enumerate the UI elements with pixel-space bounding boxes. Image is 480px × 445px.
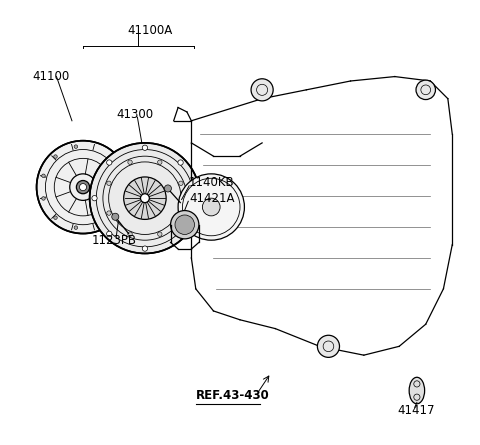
- Circle shape: [128, 160, 132, 165]
- Circle shape: [157, 160, 162, 165]
- Circle shape: [170, 210, 199, 239]
- Text: 41417: 41417: [397, 404, 434, 417]
- Circle shape: [128, 232, 132, 236]
- Circle shape: [142, 145, 147, 150]
- Circle shape: [179, 211, 183, 215]
- Text: 41100A: 41100A: [127, 24, 172, 36]
- Circle shape: [42, 197, 45, 200]
- Text: 41100: 41100: [32, 70, 70, 83]
- Circle shape: [42, 174, 45, 178]
- Circle shape: [179, 181, 183, 186]
- Text: 1140KB: 1140KB: [189, 176, 235, 189]
- Circle shape: [175, 215, 194, 235]
- Circle shape: [107, 160, 112, 165]
- Text: 41421A: 41421A: [189, 192, 235, 205]
- Circle shape: [142, 246, 147, 251]
- Circle shape: [112, 213, 119, 220]
- Circle shape: [141, 194, 149, 202]
- Circle shape: [74, 226, 78, 229]
- Circle shape: [416, 80, 435, 100]
- Circle shape: [107, 231, 112, 236]
- Text: 41300: 41300: [116, 108, 153, 121]
- Circle shape: [107, 181, 111, 186]
- Circle shape: [92, 195, 97, 201]
- Circle shape: [157, 232, 162, 236]
- Circle shape: [54, 216, 57, 219]
- Circle shape: [74, 145, 78, 148]
- Circle shape: [178, 160, 183, 165]
- Text: REF.43-430: REF.43-430: [196, 389, 270, 402]
- Circle shape: [107, 211, 111, 215]
- Circle shape: [164, 185, 171, 192]
- Circle shape: [124, 177, 166, 219]
- Circle shape: [192, 195, 198, 201]
- Circle shape: [54, 155, 57, 158]
- Ellipse shape: [409, 377, 425, 404]
- Circle shape: [90, 143, 200, 254]
- Circle shape: [178, 174, 244, 240]
- Circle shape: [76, 181, 90, 194]
- Circle shape: [203, 198, 220, 216]
- Circle shape: [317, 335, 339, 357]
- Text: 1123PB: 1123PB: [92, 234, 137, 247]
- Circle shape: [80, 184, 86, 190]
- Circle shape: [178, 231, 183, 236]
- Circle shape: [251, 79, 273, 101]
- Circle shape: [36, 141, 130, 234]
